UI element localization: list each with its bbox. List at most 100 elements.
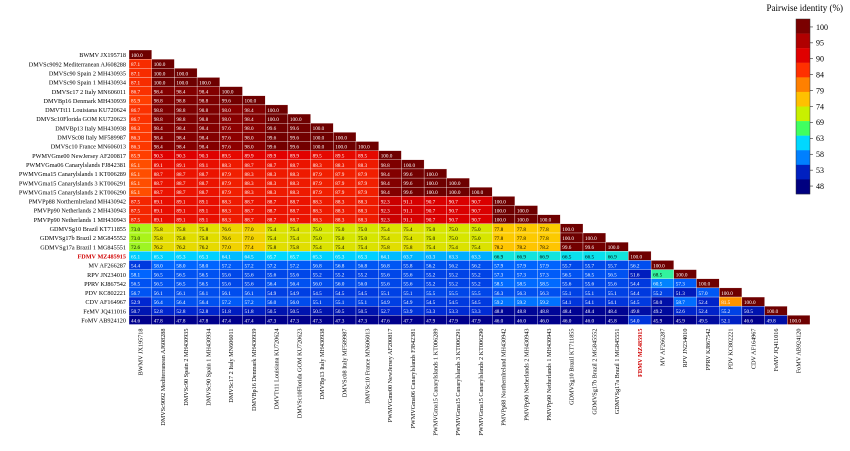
cell-value: 45.8 xyxy=(608,318,617,324)
cell-value: 55.5 xyxy=(449,291,458,297)
cell-value: 59.2 xyxy=(494,300,503,306)
legend-swatch xyxy=(796,179,810,195)
cell-value: 65.7 xyxy=(290,254,299,260)
cell-value: 88.7 xyxy=(176,190,185,196)
row-label: PWMVGma15 Canarylslands 3 KT006291 xyxy=(19,180,126,187)
cell-value: 53.3 xyxy=(426,309,435,315)
cell-value: 56.5 xyxy=(131,282,140,288)
cell-value: 88.3 xyxy=(313,199,322,205)
column-label: DMVSc17 2 Italy MN606011 xyxy=(228,329,235,403)
cell-value: 48.8 xyxy=(494,309,503,315)
cell-value: 59.2 xyxy=(517,300,526,306)
cell-value: 87.9 xyxy=(313,181,322,187)
cell-value: 89.5 xyxy=(358,154,367,160)
heatmap-cell xyxy=(787,315,811,325)
cell-value: 75.8 xyxy=(403,245,412,251)
row-label: GDMVSg17a Brazil 1 MG845551 xyxy=(40,244,126,251)
cell-value: 46.0 xyxy=(562,318,571,324)
cell-value: 85.1 xyxy=(131,163,140,169)
cell-value: 100.0 xyxy=(676,273,688,279)
cell-value: 47.8 xyxy=(176,318,185,324)
cell-value: 75.8 xyxy=(199,236,208,242)
cell-value: 98.8 xyxy=(199,117,208,123)
column-label: CDV AF164967 xyxy=(750,329,757,370)
cell-value: 89.1 xyxy=(199,163,208,169)
cell-value: 56.8 xyxy=(358,263,367,269)
cell-value: 66.9 xyxy=(517,254,526,260)
cell-value: 88.3 xyxy=(245,190,254,196)
column-label: DMVSc90 Spain 1 MH430934 xyxy=(205,329,212,406)
cell-value: 98.4 xyxy=(176,144,185,150)
cell-value: 91.1 xyxy=(403,199,412,205)
cell-value: 50.5 xyxy=(335,309,344,315)
cell-value: 76.2 xyxy=(199,245,208,251)
cell-value: 54.5 xyxy=(426,300,435,306)
column-label: PWMVGma15 Canarylslands 2 KT006290 xyxy=(478,328,485,435)
cell-value: 55.6 xyxy=(403,282,412,288)
cell-value: 52.9 xyxy=(131,300,140,306)
cell-value: 75.0 xyxy=(358,227,367,233)
cell-value: 56.1 xyxy=(176,291,185,297)
cell-value: 87.1 xyxy=(131,62,140,68)
column-label: DMVSc90 Spain 2 MH430935 xyxy=(183,329,190,406)
cell-value: 88.7 xyxy=(267,218,276,224)
cell-value: 47.7 xyxy=(403,318,412,324)
cell-value: 77.8 xyxy=(517,227,526,233)
cell-value: 90.7 xyxy=(472,209,481,215)
cell-value: 76.2 xyxy=(176,245,185,251)
cell-value: 99.6 xyxy=(267,144,276,150)
cell-value: 100.0 xyxy=(494,209,506,215)
cell-value: 90.7 xyxy=(472,199,481,205)
column-label: DMVSc10 France MN606013 xyxy=(364,329,371,404)
cell-value: 100.0 xyxy=(313,135,325,141)
cell-value: 56.2 xyxy=(472,263,481,269)
cell-value: 56.4 xyxy=(290,282,299,288)
cell-value: 75.4 xyxy=(290,227,299,233)
cell-value: 55.6 xyxy=(608,282,617,288)
cell-value: 87.9 xyxy=(358,181,367,187)
cell-value: 50.5 xyxy=(358,309,367,315)
cell-value: 55.2 xyxy=(426,273,435,279)
cell-value: 88.3 xyxy=(245,172,254,178)
cell-value: 55.1 xyxy=(313,300,322,306)
row-label: GDMVSg10 Brazil KT711855 xyxy=(50,226,126,233)
cell-value: 55.6 xyxy=(222,282,231,288)
cell-value: 100.0 xyxy=(449,181,461,187)
row-label: FDMV MZ485915 xyxy=(77,253,126,260)
cell-value: 56.1 xyxy=(222,291,231,297)
legend-swatch xyxy=(796,77,810,93)
cell-value: 100.0 xyxy=(789,318,801,324)
legend-tick-label: 90 xyxy=(816,55,824,64)
cell-value: 56.3 xyxy=(494,291,503,297)
cell-value: 56.5 xyxy=(562,273,571,279)
row-label: DMVSc9092 Mediterranean AJ608288 xyxy=(29,61,126,68)
cell-value: 47.3 xyxy=(335,318,344,324)
cell-value: 60.5 xyxy=(653,282,662,288)
cell-value: 85.1 xyxy=(131,190,140,196)
cell-value: 52.4 xyxy=(699,300,708,306)
cell-value: 100.0 xyxy=(744,300,756,306)
cell-value: 78.2 xyxy=(517,245,526,251)
row-label: DMVSc10Florida GOM KU720623 xyxy=(36,116,126,123)
cell-value: 55.6 xyxy=(381,282,390,288)
cell-value: 75.4 xyxy=(267,227,276,233)
row-label: PMVPp88 Northernlreland MH430942 xyxy=(29,199,126,206)
cell-value: 90.7 xyxy=(426,218,435,224)
cell-value: 56.8 xyxy=(335,263,344,269)
cell-value: 89.1 xyxy=(199,218,208,224)
cell-value: 55.1 xyxy=(403,291,412,297)
cell-value: 77.8 xyxy=(494,236,503,242)
cell-value: 55.6 xyxy=(403,273,412,279)
cell-value: 89.1 xyxy=(176,163,185,169)
cell-value: 100.0 xyxy=(517,209,529,215)
cell-value: 55.2 xyxy=(721,309,730,315)
row-label: DMVSc10 France MN606013 xyxy=(51,144,126,151)
row-label: PWMVGma15 Canarylslands 1 KT006289 xyxy=(19,171,126,178)
cell-value: 46.0 xyxy=(517,318,526,324)
cell-value: 72.6 xyxy=(131,245,140,251)
cell-value: 54.5 xyxy=(630,300,639,306)
cell-value: 48.4 xyxy=(562,309,571,315)
cell-value: 75.8 xyxy=(381,245,390,251)
cell-value: 52.4 xyxy=(699,309,708,315)
cell-value: 89.1 xyxy=(154,209,163,215)
